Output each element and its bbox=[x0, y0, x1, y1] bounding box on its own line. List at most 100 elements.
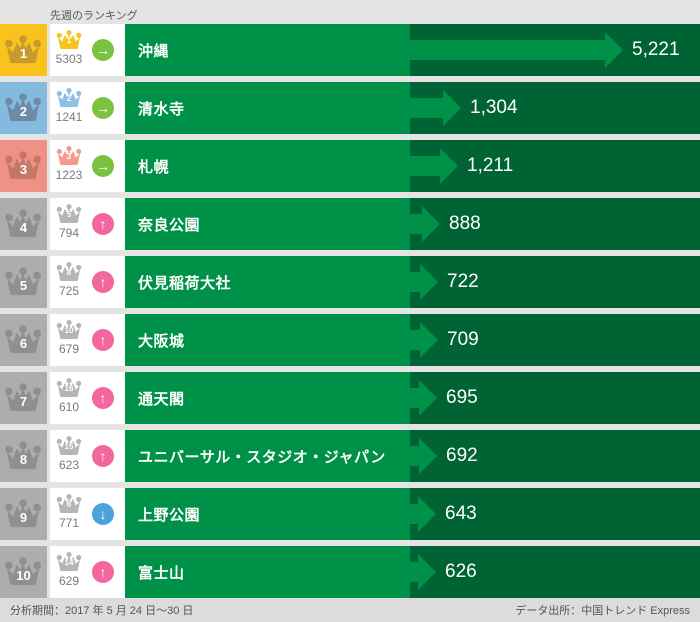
bar-value: 1,211 bbox=[467, 155, 514, 176]
destination-name: 通天閣 bbox=[125, 372, 410, 424]
rank-badge: 4 bbox=[0, 198, 47, 250]
last-week-cell: 15 623 ↑ bbox=[50, 430, 125, 482]
last-week-value: 1241 bbox=[55, 110, 83, 124]
rank-badge: 7 bbox=[0, 372, 47, 424]
rank-number: 6 bbox=[19, 336, 28, 351]
ranking-row: 3 3 1223 → 札幌 1,211 bbox=[0, 140, 700, 192]
rank-number: 7 bbox=[19, 394, 28, 409]
destination-name: 富士山 bbox=[125, 546, 410, 598]
bar-value: 888 bbox=[449, 213, 481, 234]
last-week-value: 610 bbox=[58, 400, 80, 414]
bar-cell: 1,304 bbox=[410, 82, 700, 134]
last-week-rank: 8 bbox=[66, 268, 72, 277]
last-week-value: 725 bbox=[58, 284, 80, 298]
bar-cell: 695 bbox=[410, 372, 700, 424]
last-week-value: 771 bbox=[58, 516, 80, 530]
last-week-rank: 16 bbox=[64, 384, 74, 393]
last-week-cell: 10 679 ↑ bbox=[50, 314, 125, 366]
bar-value: 1,304 bbox=[470, 97, 518, 118]
bar-cell: 692 bbox=[410, 430, 700, 482]
bar-cell: 709 bbox=[410, 314, 700, 366]
bar-value: 692 bbox=[446, 445, 478, 466]
trend-arrow-icon: ↓ bbox=[92, 503, 114, 525]
rank-badge: 5 bbox=[0, 256, 47, 308]
trend-arrow-icon: ↑ bbox=[92, 271, 114, 293]
last-week-rank: 1 bbox=[66, 36, 72, 45]
bar-cell: 643 bbox=[410, 488, 700, 540]
ranking-row: 6 10 679 ↑ 大阪城 709 bbox=[0, 314, 700, 366]
bar-cell: 888 bbox=[410, 198, 700, 250]
last-week-value: 5303 bbox=[55, 52, 83, 66]
destination-name: ユニバーサル・スタジオ・ジャパン bbox=[125, 430, 410, 482]
last-week-cell: 1 5303 → bbox=[50, 24, 125, 76]
rank-number: 4 bbox=[19, 220, 28, 235]
destination-name: 大阪城 bbox=[125, 314, 410, 366]
last-week-value: 623 bbox=[58, 458, 80, 472]
bar-value: 709 bbox=[447, 329, 479, 350]
trend-arrow-icon: → bbox=[92, 155, 114, 177]
bar-cell: 722 bbox=[410, 256, 700, 308]
rank-number: 5 bbox=[19, 278, 28, 293]
bar-arrow-icon bbox=[410, 438, 437, 474]
rank-number: 10 bbox=[16, 568, 31, 583]
last-week-rank: 15 bbox=[64, 442, 74, 451]
bar-arrow-icon bbox=[410, 90, 461, 126]
rank-number: 8 bbox=[19, 452, 28, 467]
bar-arrow-icon bbox=[410, 322, 438, 358]
rank-badge: 8 bbox=[0, 430, 47, 482]
bar-value: 695 bbox=[446, 387, 478, 408]
rank-number: 2 bbox=[19, 104, 28, 119]
last-week-rank: 5 bbox=[66, 210, 72, 219]
bar-arrow-icon bbox=[410, 264, 438, 300]
rank-number: 1 bbox=[19, 46, 28, 61]
bar-arrow-icon bbox=[410, 148, 458, 184]
bar-cell: 5,221 bbox=[410, 24, 700, 76]
destination-name: 札幌 bbox=[125, 140, 410, 192]
bar-value: 5,221 bbox=[632, 39, 680, 60]
analysis-period: 分析期間：2017 年 5 月 24 日～30 日 bbox=[10, 605, 194, 617]
last-week-cell: 6 771 ↓ bbox=[50, 488, 125, 540]
trend-arrow-icon: ↑ bbox=[92, 387, 114, 409]
ranking-row: 4 5 794 ↑ 奈良公園 888 bbox=[0, 198, 700, 250]
last-week-value: 794 bbox=[58, 226, 80, 240]
last-week-value: 629 bbox=[58, 574, 80, 588]
last-week-value: 1223 bbox=[55, 168, 83, 182]
ranking-row: 5 8 725 ↑ 伏見稲荷大社 722 bbox=[0, 256, 700, 308]
bar-value: 722 bbox=[447, 271, 479, 292]
ranking-row: 2 2 1241 → 清水寺 1,304 bbox=[0, 82, 700, 134]
rank-badge: 10 bbox=[0, 546, 47, 598]
last-week-rank: 6 bbox=[66, 500, 72, 509]
bar-cell: 1,211 bbox=[410, 140, 700, 192]
destination-name: 伏見稲荷大社 bbox=[125, 256, 410, 308]
bar-value: 643 bbox=[445, 503, 477, 524]
ranking-rows: 1 1 5303 → 沖縄 5,221 2 2 bbox=[0, 24, 700, 604]
bar-arrow-icon bbox=[410, 32, 623, 68]
footer: 分析期間：2017 年 5 月 24 日～30 日 データ出所：中国トレンド E… bbox=[0, 598, 700, 622]
last-week-cell: 16 610 ↑ bbox=[50, 372, 125, 424]
data-source: データ出所：中国トレンド Express bbox=[515, 605, 690, 617]
trend-arrow-icon: ↑ bbox=[92, 329, 114, 351]
trend-arrow-icon: → bbox=[92, 97, 114, 119]
rank-badge: 3 bbox=[0, 140, 47, 192]
rank-badge: 2 bbox=[0, 82, 47, 134]
last-week-rank: 3 bbox=[66, 152, 72, 161]
last-week-column-label: 先週のランキング bbox=[50, 10, 138, 22]
destination-name: 上野公園 bbox=[125, 488, 410, 540]
trend-arrow-icon: ↑ bbox=[92, 445, 114, 467]
ranking-row: 8 15 623 ↑ ユニバーサル・スタジオ・ジャパン 692 bbox=[0, 430, 700, 482]
rank-number: 9 bbox=[19, 510, 28, 525]
bar-arrow-icon bbox=[410, 206, 440, 242]
ranking-row: 9 6 771 ↓ 上野公園 643 bbox=[0, 488, 700, 540]
trend-arrow-icon: ↑ bbox=[92, 561, 114, 583]
trend-arrow-icon: → bbox=[92, 39, 114, 61]
bar-arrow-icon bbox=[410, 496, 436, 532]
last-week-cell: 14 629 ↑ bbox=[50, 546, 125, 598]
destination-name: 沖縄 bbox=[125, 24, 410, 76]
bar-arrow-icon bbox=[410, 380, 437, 416]
header: 先週のランキング bbox=[0, 0, 700, 24]
bar-value: 626 bbox=[445, 561, 477, 582]
last-week-cell: 5 794 ↑ bbox=[50, 198, 125, 250]
bar-arrow-icon bbox=[410, 554, 436, 590]
last-week-rank: 2 bbox=[66, 94, 72, 103]
